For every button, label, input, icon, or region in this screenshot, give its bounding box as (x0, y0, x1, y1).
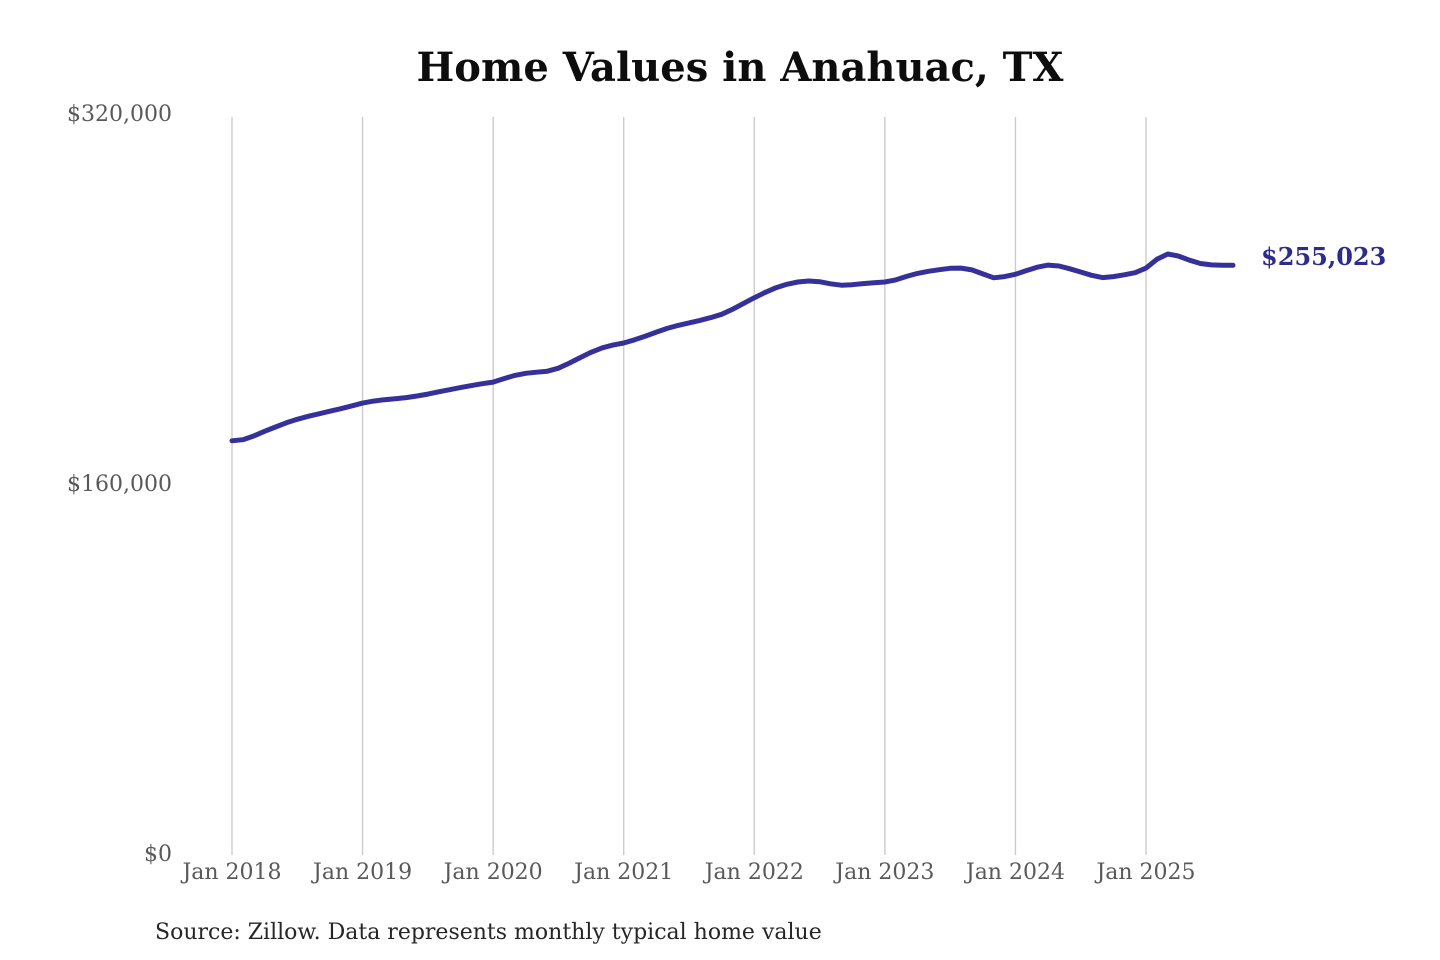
x-tick-label: Jan 2020 (442, 860, 543, 885)
home-value-line (229, 251, 1236, 444)
x-axis-labels-group: Jan 2018 Jan 2019 Jan 2020 Jan 2021 Jan 2022… (180, 860, 1195, 885)
x-tick-label: Jan 2022 (703, 860, 804, 885)
chart-title: Home Values in Anahuac, TX (417, 44, 1064, 91)
gridlines-group (231, 117, 1147, 855)
y-tick-label: $320,000 (67, 102, 172, 127)
x-tick-label: Jan 2019 (311, 860, 412, 885)
y-tick-label: $0 (144, 842, 172, 867)
x-tick-label: Jan 2021 (572, 860, 673, 885)
source-note: Source: Zillow. Data represents monthly … (155, 920, 822, 945)
y-axis-labels-group: $0 $160,000 $320,000 (67, 102, 172, 867)
x-tick-label: Jan 2023 (833, 860, 934, 885)
x-tick-label: Jan 2024 (964, 860, 1065, 885)
end-value-label: $255,023 (1261, 242, 1386, 271)
x-tick-label: Jan 2025 (1094, 860, 1195, 885)
y-tick-label: $160,000 (67, 472, 172, 497)
x-tick-label: Jan 2018 (180, 860, 281, 885)
